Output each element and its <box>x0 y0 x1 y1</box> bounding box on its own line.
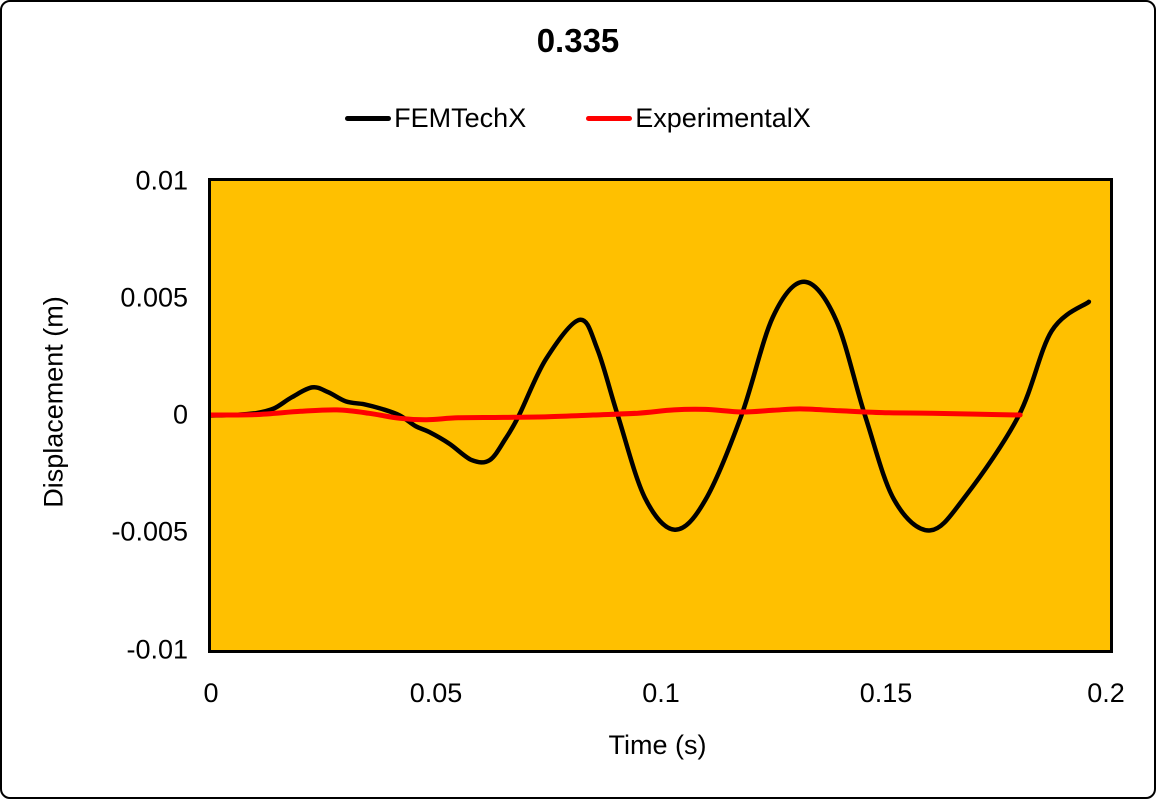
experimentalx-line-swatch-icon <box>586 116 633 121</box>
x-tick-label: 0.15 <box>859 678 913 708</box>
legend-label-femtechx: FEMTechX <box>394 103 527 133</box>
x-axis-title: Time (s) <box>608 730 707 760</box>
legend-item-experimentalx: ExperimentalX <box>586 103 811 134</box>
y-tick-label: 0.01 <box>135 165 188 196</box>
y-axis-tick-labels: 0.01 0.005 0 -0.005 -0.01 <box>2 2 188 797</box>
experimentalx-line <box>211 406 1023 423</box>
x-tick-label: 0.05 <box>409 678 463 708</box>
femtechx-line-swatch-icon <box>345 116 392 121</box>
legend-item-femtechx: FEMTechX <box>345 103 526 134</box>
femtechx-line <box>211 279 1092 533</box>
x-tick-label: 0.1 <box>642 678 680 708</box>
plot-area <box>208 178 1113 653</box>
x-tick-label: 0.2 <box>1087 678 1125 708</box>
y-tick-label: -0.005 <box>111 516 188 547</box>
x-tick-label: 0 <box>203 678 219 708</box>
legend-label-experimentalx: ExperimentalX <box>635 103 811 133</box>
y-tick-label: 0 <box>172 399 188 430</box>
chart-title: 0.335 <box>536 22 620 59</box>
y-tick-label: -0.01 <box>126 634 188 665</box>
legend: FEMTechX ExperimentalX <box>2 103 1154 134</box>
y-tick-label: 0.005 <box>120 282 188 313</box>
plot-canvas <box>211 181 1110 650</box>
x-axis-tick-labels: 0 0.05 0.1 0.15 0.2 <box>2 678 1154 712</box>
